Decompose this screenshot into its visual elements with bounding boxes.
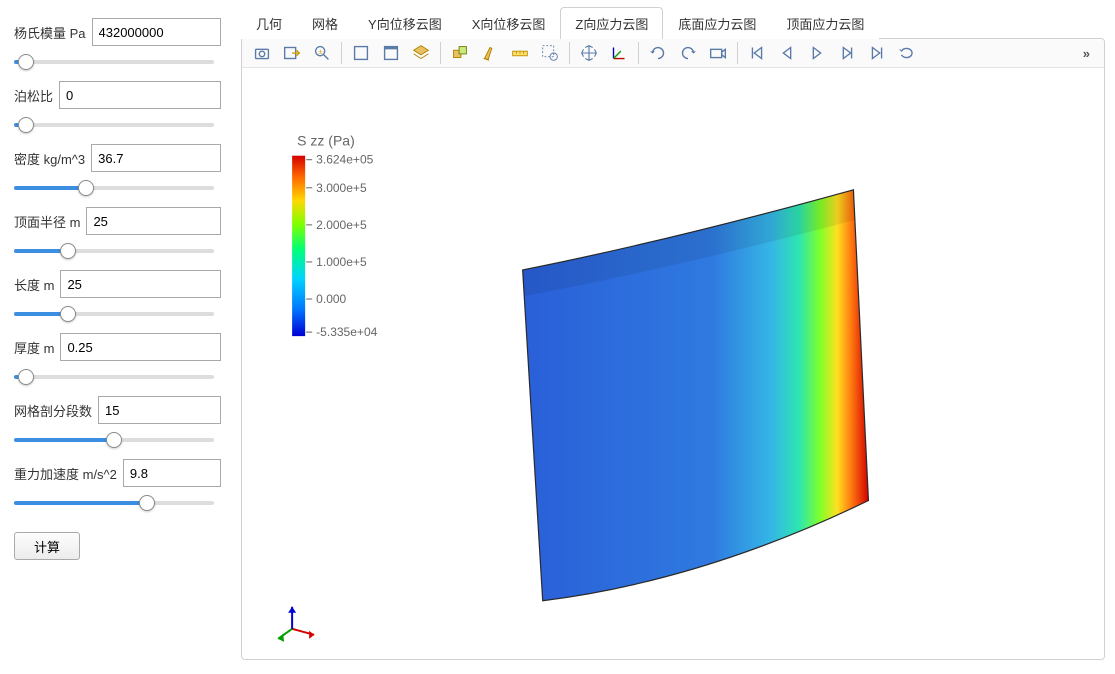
param-slider[interactable] <box>14 249 214 253</box>
param-5: 厚度 m <box>14 333 221 382</box>
prev-icon[interactable] <box>773 39 801 67</box>
tabs: 几何网格Y向位移云图X向位移云图Z向应力云图底面应力云图顶面应力云图 <box>241 6 1105 38</box>
param-label: 长度 m <box>14 275 54 294</box>
param-slider[interactable] <box>14 123 214 127</box>
toolbar-sep <box>341 42 342 64</box>
result-plot: S zz (Pa) 3.624e+05 3.000e+5 2.000e+5 1.000… <box>242 68 1104 660</box>
param-input[interactable] <box>91 144 221 172</box>
toolbar: ±» <box>242 39 1104 68</box>
tab-0[interactable]: 几何 <box>241 7 297 39</box>
param-slider[interactable] <box>14 501 214 505</box>
param-label: 顶面半径 m <box>14 212 80 231</box>
play-icon[interactable] <box>803 39 831 67</box>
svg-text:0.000: 0.000 <box>316 292 346 306</box>
first-icon[interactable] <box>743 39 771 67</box>
tab-5[interactable]: 底面应力云图 <box>663 7 771 39</box>
param-slider[interactable] <box>14 438 214 442</box>
param-label: 密度 kg/m^3 <box>14 149 85 168</box>
toolbar-more[interactable]: » <box>1075 46 1098 61</box>
param-7: 重力加速度 m/s^2 <box>14 459 221 508</box>
objects-icon[interactable] <box>446 39 474 67</box>
param-input[interactable] <box>92 18 221 46</box>
param-input[interactable] <box>59 81 221 109</box>
toolbar-sep <box>737 42 738 64</box>
toolbar-sep <box>440 42 441 64</box>
toolbar-sep <box>569 42 570 64</box>
svg-text:±: ± <box>318 47 322 56</box>
video-icon[interactable] <box>704 39 732 67</box>
toolbar-sep <box>638 42 639 64</box>
svg-text:-5.335e+04: -5.335e+04 <box>316 325 377 339</box>
svg-text:3.624e+05: 3.624e+05 <box>316 153 373 167</box>
select-window-icon[interactable] <box>377 39 405 67</box>
param-3: 顶面半径 m <box>14 207 221 256</box>
param-input[interactable] <box>98 396 221 424</box>
svg-text:2.000e+5: 2.000e+5 <box>316 218 367 232</box>
measure-icon[interactable] <box>506 39 534 67</box>
param-1: 泊松比 <box>14 81 221 130</box>
param-input[interactable] <box>60 270 221 298</box>
param-label: 网格剖分段数 <box>14 401 92 420</box>
param-label: 厚度 m <box>14 338 54 357</box>
layers-icon[interactable] <box>407 39 435 67</box>
svg-text:1.000e+5: 1.000e+5 <box>316 255 367 269</box>
param-2: 密度 kg/m^3 <box>14 144 221 193</box>
pan-icon[interactable] <box>575 39 603 67</box>
canvas[interactable]: S zz (Pa) 3.624e+05 3.000e+5 2.000e+5 1.000… <box>242 68 1104 660</box>
param-slider[interactable] <box>14 186 214 190</box>
param-label: 泊松比 <box>14 86 53 105</box>
rotate-cw-icon[interactable] <box>644 39 672 67</box>
legend-bar <box>292 156 305 336</box>
last-icon[interactable] <box>863 39 891 67</box>
param-slider[interactable] <box>14 60 214 64</box>
sidebar: 杨氏模量 Pa 泊松比密度 kg/m^3 顶面半径 m 长度 m 厚度 m 网格剖分段数重… <box>0 0 235 674</box>
next-icon[interactable] <box>833 39 861 67</box>
zoom-region-icon[interactable] <box>536 39 564 67</box>
tab-6[interactable]: 顶面应力云图 <box>771 7 879 39</box>
axes-icon[interactable] <box>605 39 633 67</box>
rotate-ccw-icon[interactable] <box>674 39 702 67</box>
camera-icon[interactable] <box>248 39 276 67</box>
tab-3[interactable]: X向位移云图 <box>457 7 561 39</box>
select-box-icon[interactable] <box>347 39 375 67</box>
clean-icon[interactable] <box>476 39 504 67</box>
param-4: 长度 m <box>14 270 221 319</box>
viewer: ±» S zz (Pa) 3.624e+053.000e+52.000e+51.… <box>241 38 1105 660</box>
calc-button[interactable]: 计算 <box>14 532 80 560</box>
param-0: 杨氏模量 Pa <box>14 18 221 67</box>
param-input[interactable] <box>60 333 221 361</box>
tab-2[interactable]: Y向位移云图 <box>353 7 457 39</box>
param-6: 网格剖分段数 <box>14 396 221 445</box>
legend-title: S zz (Pa) <box>297 133 355 149</box>
repeat-icon[interactable] <box>893 39 921 67</box>
axes-triad <box>278 607 314 642</box>
param-input[interactable] <box>86 207 221 235</box>
contour-surface <box>523 190 869 601</box>
param-slider[interactable] <box>14 375 214 379</box>
main-panel: 几何网格Y向位移云图X向位移云图Z向应力云图底面应力云图顶面应力云图 ±» S … <box>235 0 1115 674</box>
param-slider[interactable] <box>14 312 214 316</box>
export-icon[interactable] <box>278 39 306 67</box>
param-label: 杨氏模量 Pa <box>14 23 86 42</box>
tab-1[interactable]: 网格 <box>297 7 353 39</box>
tab-4[interactable]: Z向应力云图 <box>560 7 663 39</box>
app-root: 杨氏模量 Pa 泊松比密度 kg/m^3 顶面半径 m 长度 m 厚度 m 网格剖分段数重… <box>0 0 1115 674</box>
param-input[interactable] <box>123 459 221 487</box>
svg-text:3.000e+5: 3.000e+5 <box>316 181 367 195</box>
zoom-icon[interactable]: ± <box>308 39 336 67</box>
param-label: 重力加速度 m/s^2 <box>14 464 117 483</box>
legend-ticks: 3.624e+05 3.000e+5 2.000e+5 1.000e+5 0.000 -5… <box>306 153 377 339</box>
